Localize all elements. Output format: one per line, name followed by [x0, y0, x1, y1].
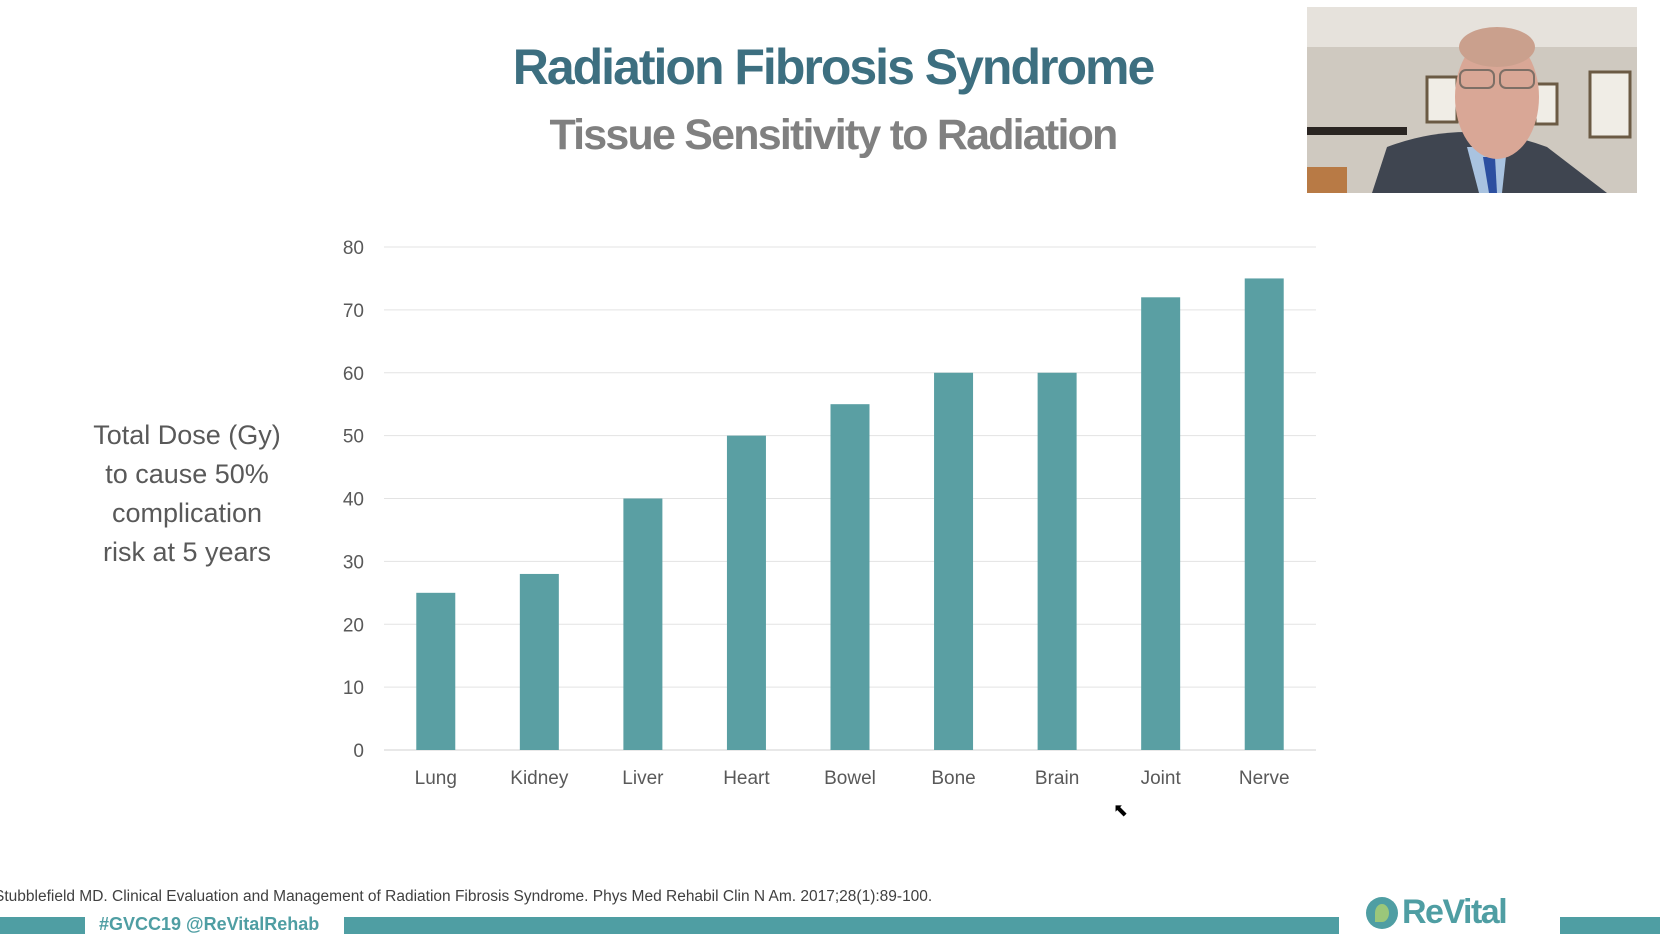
leaf-logo-icon	[1366, 897, 1398, 929]
bar-brain	[1037, 372, 1077, 750]
y-axis-label-line: Total Dose (Gy)	[93, 420, 281, 450]
slide-subtitle: Tissue Sensitivity to Radiation	[549, 111, 1118, 159]
y-tick-label: 70	[343, 301, 364, 322]
presenter-video	[1307, 7, 1637, 193]
bar-lung	[416, 592, 456, 750]
bar-joint	[1141, 297, 1181, 750]
y-tick-label: 60	[343, 364, 364, 385]
x-tick-label: Lung	[415, 768, 457, 789]
y-tick-label: 20	[343, 615, 364, 636]
y-tick-label: 80	[343, 238, 364, 259]
bar-nerve	[1244, 278, 1284, 750]
y-tick-label: 40	[343, 490, 364, 511]
footer-band	[0, 917, 1660, 934]
presenter-video-image	[1307, 7, 1637, 193]
y-tick-label: 10	[343, 678, 364, 699]
y-axis-label: Total Dose (Gy) to cause 50% complicatio…	[62, 416, 312, 572]
bar-chart: 0 10 20 30 40 50 60 70 80 Lung Kidney Liver Heart Bow…	[343, 238, 1316, 789]
bar-liver	[623, 498, 663, 750]
citation: Stubblefield MD. Clinical Evaluation and…	[0, 888, 933, 905]
x-tick-label: Bowel	[824, 768, 876, 789]
y-tick-label: 50	[343, 427, 364, 448]
bar-bone	[934, 372, 974, 750]
slide-title: Radiation Fibrosis Syndrome	[512, 39, 1156, 95]
hashtag: #GVCC19 @ReVitalRehab	[99, 914, 320, 934]
x-tick-label: Joint	[1141, 768, 1182, 789]
x-tick-label: Bone	[931, 768, 975, 789]
y-axis-label-line: risk at 5 years	[102, 537, 272, 567]
x-tick-label: Heart	[723, 768, 770, 789]
bar-heart	[726, 435, 766, 750]
x-tick-label: Kidney	[510, 768, 569, 789]
hashtag-box	[85, 913, 344, 934]
bar-bowel	[830, 404, 870, 750]
y-tick-label: 0	[353, 741, 364, 762]
y-axis-label-line: to cause 50%	[105, 459, 269, 489]
x-tick-label: Brain	[1035, 768, 1079, 789]
mouse-cursor-icon: ⬉	[1113, 800, 1129, 820]
revital-logo: ReVital	[1402, 893, 1508, 931]
y-tick-label: 30	[343, 552, 364, 573]
x-tick-label: Liver	[622, 768, 664, 789]
bar-kidney	[519, 573, 559, 750]
x-tick-label: Nerve	[1239, 768, 1290, 789]
y-axis-label-line: complication	[111, 498, 263, 528]
